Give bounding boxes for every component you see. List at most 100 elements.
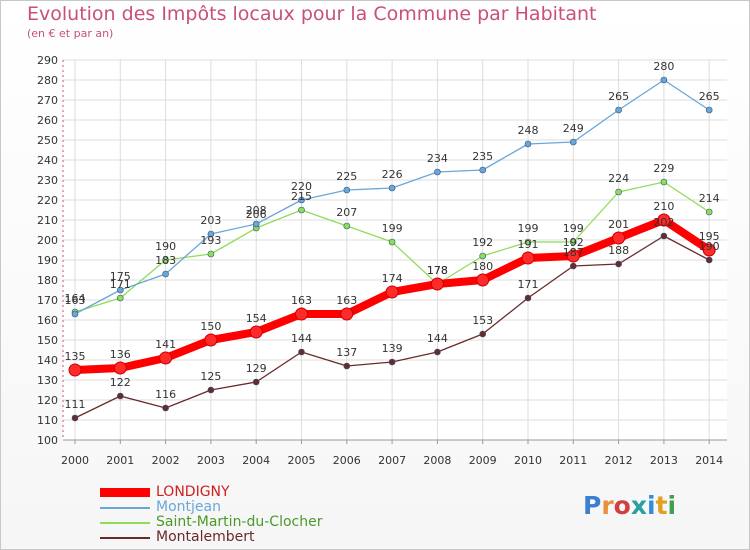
data-point	[479, 252, 487, 260]
legend-item: Saint-Martin-du-Clocher	[100, 515, 322, 530]
legend-label: Saint-Martin-du-Clocher	[156, 514, 323, 530]
y-tick-label: 110	[37, 414, 58, 427]
y-tick-label: 200	[37, 234, 58, 247]
data-point	[385, 285, 399, 299]
data-point	[615, 106, 622, 114]
data-label: 224	[608, 172, 629, 185]
data-label: 199	[518, 222, 539, 235]
data-label: 190	[155, 240, 176, 253]
x-tick-label: 2010	[514, 454, 542, 467]
data-label: 188	[608, 244, 629, 257]
data-label: 199	[382, 222, 403, 235]
data-label: 178	[427, 264, 448, 277]
data-label: 234	[427, 152, 448, 165]
data-point	[295, 307, 308, 321]
data-point	[524, 140, 532, 148]
data-label: 144	[291, 332, 312, 345]
y-tick-label: 280	[37, 74, 58, 87]
data-point	[479, 166, 487, 174]
x-tick-label: 2009	[469, 454, 497, 467]
x-tick-label: 2004	[242, 454, 270, 467]
data-label: 137	[336, 346, 357, 359]
data-label: 135	[65, 350, 86, 363]
chart-legend: LONDIGNY Montjean Saint-Martin-du-Clocher M…	[100, 485, 322, 545]
data-label: 180	[472, 260, 493, 273]
data-point	[162, 404, 169, 412]
data-label: 141	[155, 338, 176, 351]
legend-item: Montalembert	[100, 530, 322, 545]
y-tick-label: 290	[37, 54, 58, 67]
data-point	[660, 232, 668, 240]
data-label: 280	[653, 60, 674, 73]
data-point	[343, 362, 351, 370]
data-label: 203	[200, 214, 221, 227]
data-point	[705, 106, 713, 114]
legend-swatch	[100, 536, 150, 539]
data-point	[159, 351, 173, 365]
data-point	[207, 386, 215, 394]
data-label: 192	[472, 236, 493, 249]
data-point	[430, 277, 444, 291]
y-tick-label: 130	[37, 374, 58, 387]
data-point	[388, 358, 396, 366]
data-point	[343, 186, 351, 194]
data-point	[705, 256, 713, 264]
data-label: 144	[427, 332, 448, 345]
chart-subtitle: (en € et par an)	[27, 27, 114, 40]
data-label: 235	[472, 150, 493, 163]
x-tick-label: 2000	[61, 454, 89, 467]
data-label: 154	[246, 312, 267, 325]
data-point	[117, 392, 124, 400]
data-point	[615, 260, 622, 268]
x-tick-label: 2005	[288, 454, 316, 467]
legend-swatch	[100, 488, 150, 497]
data-point	[479, 330, 487, 338]
data-point	[117, 286, 124, 294]
y-tick-label: 220	[37, 194, 58, 207]
data-point	[252, 220, 260, 228]
data-label: 178	[427, 264, 448, 277]
data-label: 195	[699, 230, 720, 243]
data-label: 163	[65, 294, 86, 307]
x-tick-label: 2003	[197, 454, 225, 467]
data-label: 207	[336, 206, 357, 219]
data-point	[298, 206, 305, 214]
data-label: 125	[200, 370, 221, 383]
data-point	[524, 238, 532, 246]
x-tick-label: 2002	[152, 454, 180, 467]
data-label: 220	[291, 180, 312, 193]
data-point	[388, 184, 396, 192]
data-label: 171	[518, 278, 539, 291]
data-point	[569, 238, 577, 246]
data-label: 111	[65, 398, 86, 411]
x-tick-label: 2006	[333, 454, 361, 467]
y-tick-label: 100	[37, 434, 58, 447]
legend-label: Montalembert	[156, 529, 255, 545]
x-tick-label: 2014	[695, 454, 723, 467]
data-label: 163	[336, 294, 357, 307]
chart-title: Evolution des Impôts locaux pour la Comm…	[27, 3, 597, 25]
data-label: 150	[200, 320, 221, 333]
data-label: 265	[608, 90, 629, 103]
data-label: 208	[246, 204, 267, 217]
data-point	[569, 138, 577, 146]
x-tick-label: 2011	[559, 454, 587, 467]
data-label: 116	[155, 388, 176, 401]
data-point	[207, 250, 215, 258]
data-point	[204, 333, 218, 347]
data-label: 265	[699, 90, 720, 103]
data-label: 164	[65, 292, 86, 305]
y-tick-label: 210	[37, 214, 58, 227]
data-label: 175	[110, 270, 131, 283]
data-label: 206	[246, 208, 267, 221]
data-label: 187	[563, 246, 584, 259]
data-label: 202	[653, 216, 674, 229]
data-point	[113, 361, 127, 375]
y-tick-label: 180	[37, 274, 58, 287]
y-tick-label: 140	[37, 354, 58, 367]
legend-label: Montjean	[156, 499, 221, 515]
data-label: 210	[653, 200, 674, 213]
data-label: 226	[382, 168, 403, 181]
data-point	[71, 310, 79, 318]
